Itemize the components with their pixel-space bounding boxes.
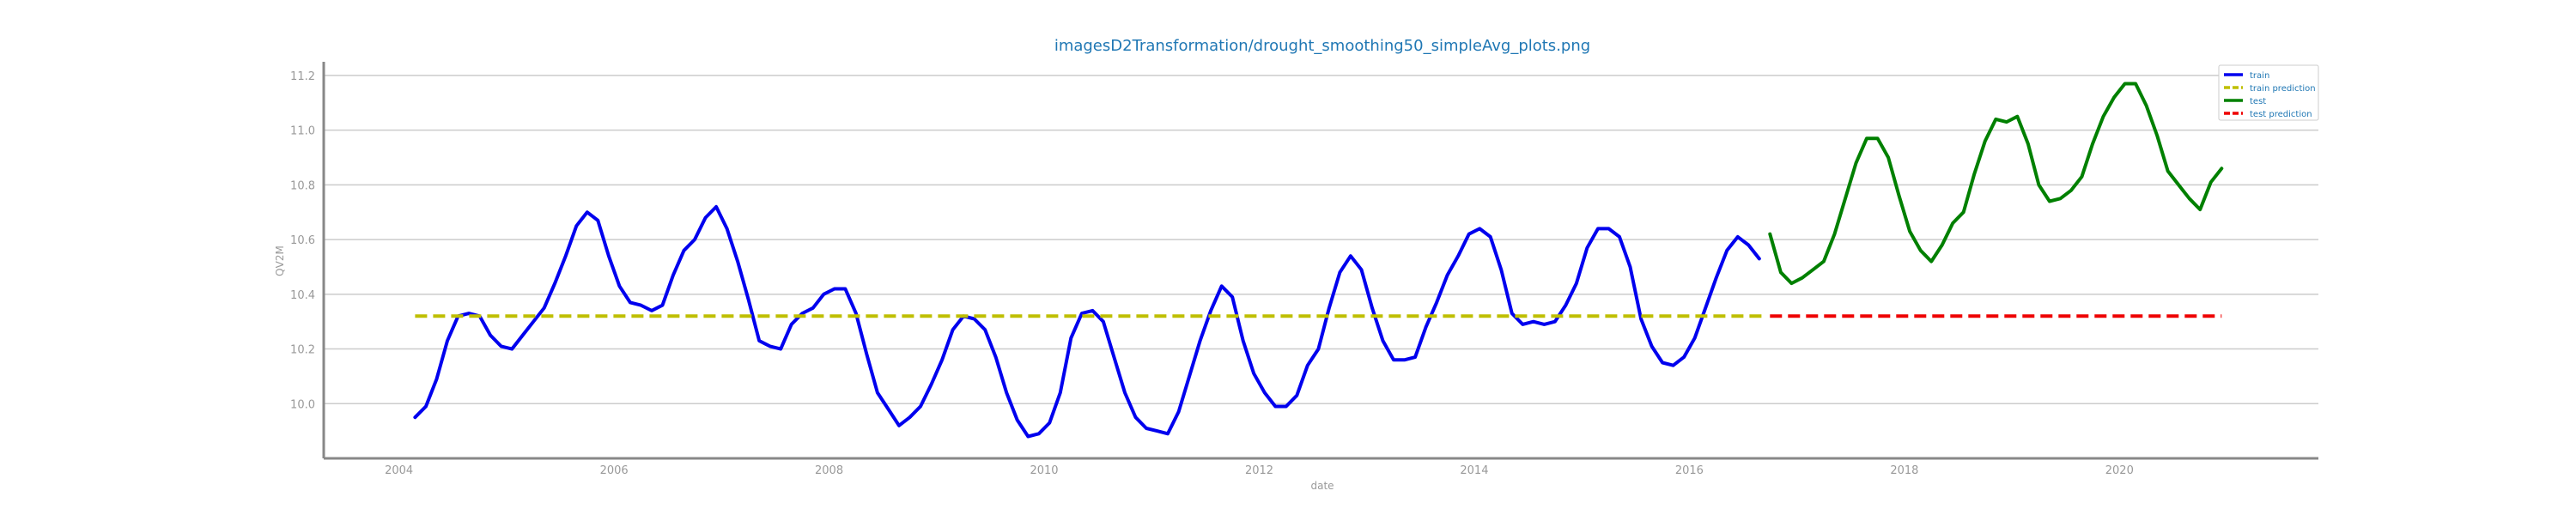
x-tick-label: 2012	[1245, 464, 1273, 477]
x-tick-label: 2018	[1890, 464, 1918, 477]
x-tick-label: 2016	[1675, 464, 1704, 477]
x-axis-label: date	[1310, 480, 1334, 492]
grid	[324, 75, 2318, 405]
x-tick-label: 2010	[1030, 464, 1058, 477]
y-axis-label: QV2M	[274, 245, 286, 276]
y-tick-label: 11.0	[290, 125, 315, 138]
y-tick-label: 10.8	[290, 179, 315, 192]
series-lines	[413, 82, 2224, 439]
legend-label: train	[2250, 71, 2269, 81]
series-line-test	[1768, 82, 2224, 286]
legend-label: test prediction	[2250, 110, 2312, 119]
legend-frame	[2218, 64, 2319, 121]
y-tick-label: 10.4	[290, 289, 315, 302]
tick-labels: 10.0 10.2 10.4 10.6 10.8 11.0 11.2 2004 2006 2008…	[290, 70, 2134, 477]
x-tick-label: 2020	[2105, 464, 2134, 477]
x-tick-label: 2008	[815, 464, 843, 477]
axes	[322, 62, 2318, 460]
y-tick-label: 10.2	[290, 344, 315, 357]
x-tick-label: 2004	[385, 464, 413, 477]
x-tick-label: 2006	[600, 464, 629, 477]
series-line-train	[413, 204, 1761, 439]
y-tick-label: 11.2	[290, 70, 315, 83]
y-tick-label: 10.0	[290, 398, 315, 411]
legend: train train prediction test test prediction	[2218, 64, 2319, 121]
legend-label: test	[2250, 97, 2266, 106]
x-tick-label: 2014	[1460, 464, 1488, 477]
y-tick-label: 10.6	[290, 234, 315, 247]
legend-label: train prediction	[2250, 84, 2316, 94]
chart-title: imagesD2Transformation/drought_smoothing…	[1054, 37, 1590, 55]
